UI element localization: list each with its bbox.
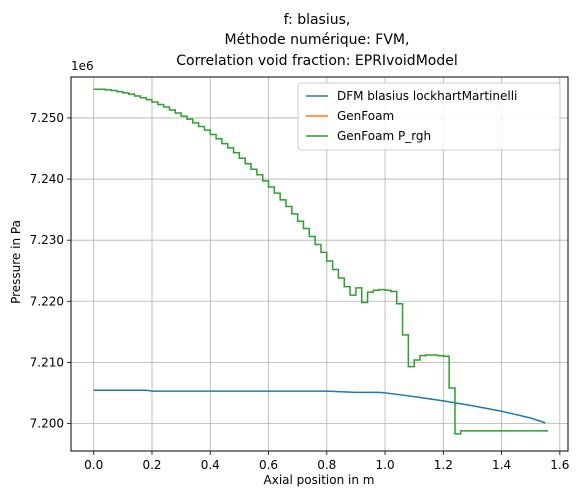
chart-title: f: blasius, Méthode numérique: FVM, Corr… xyxy=(176,12,457,69)
plot-area-frame xyxy=(70,76,569,452)
y-tick-label: 7.210 xyxy=(30,355,64,369)
series-line-2 xyxy=(93,88,549,435)
x-tick-label: 0.8 xyxy=(317,458,336,472)
title-line-1: f: blasius, xyxy=(284,12,351,28)
x-tick-label: 1.6 xyxy=(550,458,569,472)
y-tick-label: 7.240 xyxy=(30,172,64,186)
y-tick-label: 7.230 xyxy=(30,233,64,247)
series-line-0 xyxy=(93,389,546,424)
y-axis-ticks: 7.200 7.210 7.220 7.230 7.240 7.250 xyxy=(30,111,71,431)
x-tick-label: 1.2 xyxy=(434,458,453,472)
legend: DFM blasius lockhartMartinelli GenFoam Gen… xyxy=(297,82,561,151)
title-line-3: Correlation void fraction: EPRIvoidModel xyxy=(176,53,457,69)
legend-box xyxy=(297,82,561,151)
x-tick-label: 0.6 xyxy=(259,458,278,472)
y-tick-label: 7.220 xyxy=(30,294,64,308)
legend-entry-label: GenFoam P_rgh xyxy=(337,129,431,143)
legend-entry-label: DFM blasius lockhartMartinelli xyxy=(337,89,517,103)
y-axis-label: Pressure in Pa xyxy=(9,220,23,304)
x-tick-label: 0.2 xyxy=(142,458,161,472)
y-tick-label: 7.250 xyxy=(30,111,64,125)
y-tick-label: 7.200 xyxy=(30,417,64,431)
legend-entry-label: GenFoam xyxy=(337,109,394,123)
x-axis-ticks: 0.0 0.2 0.4 0.6 0.8 1.0 1.2 1.4 1.6 xyxy=(84,451,569,472)
series-lines xyxy=(93,88,549,435)
y-offset-label: 1e6 xyxy=(71,59,94,73)
x-tick-label: 1.0 xyxy=(376,458,395,472)
x-tick-label: 1.4 xyxy=(492,458,511,472)
x-axis-label: Axial position in m xyxy=(264,473,375,487)
title-line-2: Méthode numérique: FVM, xyxy=(225,32,410,48)
x-tick-label: 0.0 xyxy=(84,458,103,472)
x-tick-label: 0.4 xyxy=(201,458,220,472)
